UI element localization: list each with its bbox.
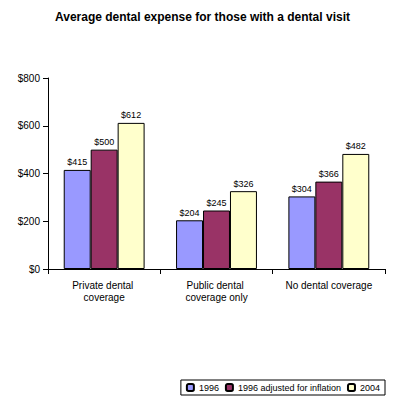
svg-text:2004: 2004 — [360, 383, 380, 393]
svg-text:Public dental: Public dental — [186, 280, 246, 291]
svg-text:coverage: coverage — [84, 292, 126, 303]
svg-text:$326: $326 — [233, 179, 253, 189]
svg-text:$245: $245 — [206, 198, 226, 208]
svg-text:1996: 1996 — [199, 383, 219, 393]
svg-text:Private dental: Private dental — [72, 280, 136, 291]
svg-text:$0: $0 — [29, 264, 41, 275]
svg-text:Average dental expense for tho: Average dental expense for those with a … — [55, 10, 350, 24]
svg-text:$415: $415 — [67, 157, 87, 167]
svg-text:1996 adjusted for inflation: 1996 adjusted for inflation — [238, 383, 341, 393]
svg-text:$600: $600 — [18, 120, 41, 131]
svg-text:$400: $400 — [18, 168, 41, 179]
svg-text:$500: $500 — [94, 137, 114, 147]
svg-text:$204: $204 — [180, 208, 200, 218]
svg-text:$482: $482 — [346, 141, 366, 151]
svg-text:coverage only: coverage only — [185, 292, 247, 303]
svg-text:$304: $304 — [292, 184, 312, 194]
svg-text:$366: $366 — [319, 169, 339, 179]
svg-text:$200: $200 — [18, 216, 41, 227]
svg-text:$800: $800 — [18, 73, 41, 84]
svg-text:No dental coverage: No dental coverage — [285, 280, 372, 291]
svg-text:$612: $612 — [121, 110, 141, 120]
